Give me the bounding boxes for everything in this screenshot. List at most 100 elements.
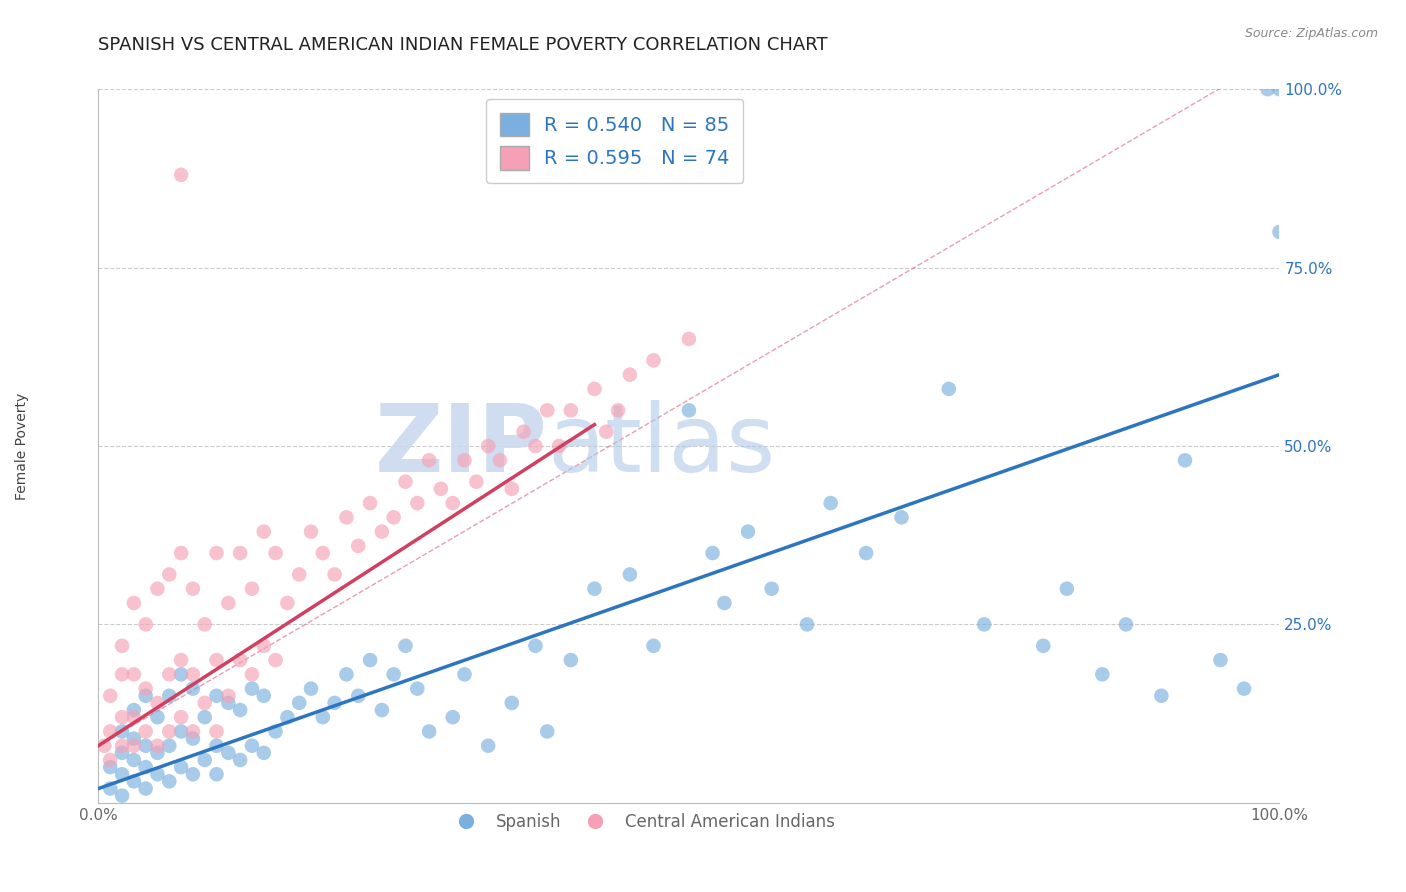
Point [240,739,263,753]
Point [111,724,134,739]
Point [465,475,488,489]
Point [135,689,157,703]
Point [98,760,121,774]
Point [122,753,145,767]
Point [122,710,145,724]
Point [135,760,157,774]
Point [122,739,145,753]
Point [253,524,276,539]
Point [205,767,228,781]
Point [170,724,193,739]
Point [181,724,204,739]
Point [146,767,169,781]
Legend: Spanish, Central American Indians: Spanish, Central American Indians [443,806,841,838]
Text: Source: ZipAtlas.com: Source: ZipAtlas.com [1244,27,1378,40]
Point [371,524,394,539]
Point [240,582,263,596]
Point [93,739,115,753]
Point [135,781,157,796]
Point [938,382,960,396]
Point [240,667,263,681]
Point [1174,453,1197,467]
Point [181,582,204,596]
Point [276,596,298,610]
Point [347,689,370,703]
Point [181,731,204,746]
Point [619,368,641,382]
Point [820,496,842,510]
Point [135,617,157,632]
Point [122,774,145,789]
Point [548,439,571,453]
Point [477,739,499,753]
Point [441,496,464,510]
Point [205,739,228,753]
Point [170,546,193,560]
Point [111,789,134,803]
Point [323,696,346,710]
Point [181,767,204,781]
Point [855,546,877,560]
Point [122,596,145,610]
Point [1268,225,1291,239]
Point [194,710,217,724]
Text: ZIP: ZIP [374,400,547,492]
Point [394,475,416,489]
Point [973,617,995,632]
Point [1209,653,1232,667]
Point [678,403,700,417]
Point [157,739,180,753]
Point [890,510,912,524]
Point [181,667,204,681]
Point [643,353,665,368]
Point [157,724,180,739]
Point [394,639,416,653]
Point [1091,667,1114,681]
Point [253,639,276,653]
Point [229,653,252,667]
Point [111,746,134,760]
Point [240,681,263,696]
Point [524,639,547,653]
Point [146,696,169,710]
Point [217,746,239,760]
Point [170,667,193,681]
Point [217,689,239,703]
Point [1115,617,1137,632]
Point [619,567,641,582]
Point [205,689,228,703]
Point [477,439,499,453]
Point [122,731,145,746]
Point [524,439,547,453]
Point [406,496,429,510]
Point [217,596,239,610]
Point [796,617,818,632]
Point [583,382,606,396]
Point [441,710,464,724]
Point [135,681,157,696]
Point [702,546,724,560]
Point [312,710,335,724]
Text: SPANISH VS CENTRAL AMERICAN INDIAN FEMALE POVERTY CORRELATION CHART: SPANISH VS CENTRAL AMERICAN INDIAN FEMAL… [98,36,828,54]
Point [194,753,217,767]
Text: atlas: atlas [547,400,776,492]
Point [111,767,134,781]
Point [146,582,169,596]
Point [430,482,453,496]
Point [98,689,121,703]
Point [135,724,157,739]
Point [1257,82,1279,96]
Point [205,546,228,560]
Point [418,453,440,467]
Point [583,582,606,596]
Point [299,524,322,539]
Point [335,667,357,681]
Point [536,403,558,417]
Point [512,425,534,439]
Point [146,746,169,760]
Point [761,582,783,596]
Y-axis label: Female Poverty: Female Poverty [15,392,30,500]
Point [181,681,204,696]
Point [229,546,252,560]
Point [205,653,228,667]
